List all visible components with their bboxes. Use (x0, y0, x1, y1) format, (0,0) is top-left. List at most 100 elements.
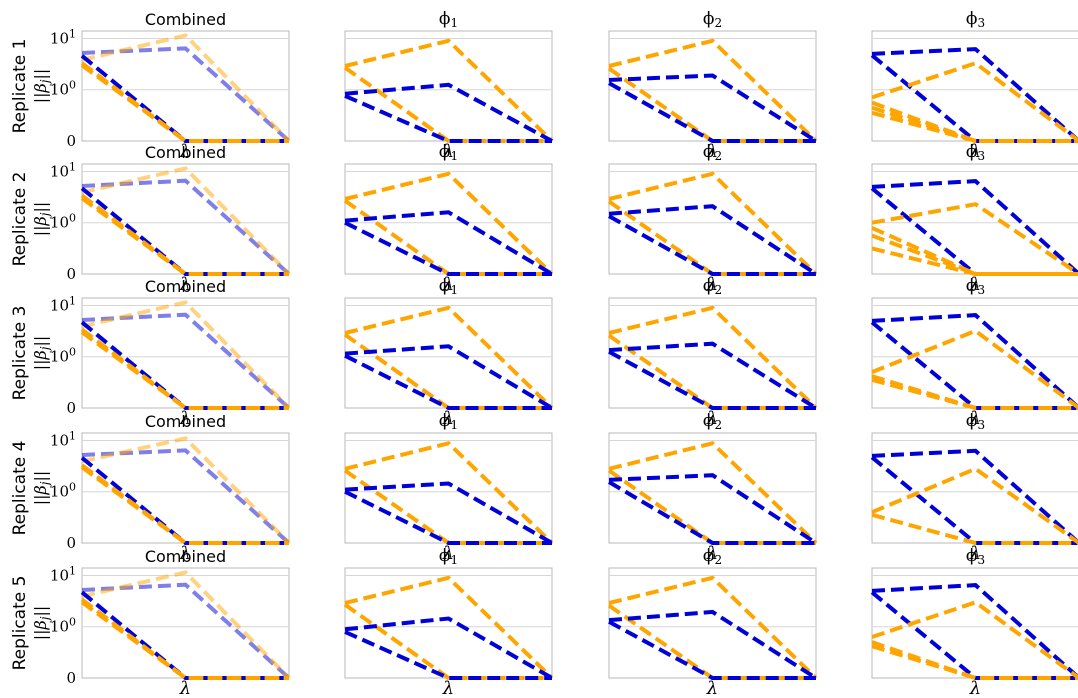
series-line-feature_b (871, 60, 1078, 143)
panel-title: ϕ3 (966, 411, 985, 432)
series-line-feature_b (80, 465, 289, 545)
panel-r2-c4: ϕ3 λ (870, 142, 1078, 295)
series-line-feature_a (81, 582, 291, 680)
panel-r1-c2: ϕ1λ (343, 9, 554, 162)
series-line-feature_a (870, 590, 1078, 680)
series-line-feature_a (871, 313, 1078, 410)
series-line-feature_a (608, 341, 818, 410)
panel-r3-c3: ϕ2λ (607, 276, 818, 429)
panel-r5-c3: ϕ2λ (607, 546, 818, 698)
replicate-row-1: Replicate 1 ||βj||0100101Combinedλϕ1λϕ2λϕ… (10, 9, 1078, 162)
panel-frame (608, 30, 817, 142)
panel-title: Combined (145, 143, 226, 162)
panel-frame (344, 297, 553, 409)
panel-r4-c4: ϕ3λ (870, 411, 1078, 564)
x-axis-label: λ (969, 141, 981, 162)
x-axis-label: λ (969, 678, 981, 698)
series-line-feature_b (871, 644, 1078, 680)
x-axis-label: λ (706, 678, 718, 698)
panel-title: ϕ2 (703, 9, 722, 30)
series-line-feature_a (344, 220, 552, 276)
panel-title: ϕ2 (703, 411, 722, 432)
replicate-row-5: Replicate 5 ||βj||0100101Combinedλϕ1λϕ2λϕ… (10, 546, 1078, 698)
row-label: Replicate 3 (10, 306, 30, 401)
series-line-feature_b (80, 63, 289, 143)
y-tick-label: 100 (50, 211, 76, 232)
panel-r1-c4: ϕ3λ (870, 9, 1078, 162)
panel-r2-c3: ϕ2λ (607, 142, 818, 295)
series-line-feature_a (81, 448, 291, 545)
series-line-feature_a (871, 179, 1078, 276)
x-axis-label: λ (442, 141, 454, 162)
series-line-feature_a (871, 583, 1078, 680)
panel-title: ϕ1 (439, 9, 458, 30)
panel-frame (344, 567, 553, 679)
y-axis-label: ||βj|| (31, 69, 52, 104)
x-axis-label: λ (706, 274, 718, 295)
series-line-feature_b (344, 575, 554, 680)
series-line-feature_b (80, 600, 289, 680)
x-axis-label: λ (179, 408, 191, 429)
series-line-feature_a (344, 82, 553, 143)
series-line-feature_b (608, 441, 818, 545)
y-tick-label: 0 (66, 669, 76, 687)
series-line-feature_a (80, 186, 289, 276)
series-line-feature_a (871, 47, 1078, 143)
series-line-feature_a (608, 609, 818, 680)
series-line-feature_b (608, 305, 818, 410)
y-tick-label: 101 (50, 564, 76, 585)
y-tick-label: 101 (50, 429, 76, 450)
panel-r1-c3: ϕ2 λ (607, 9, 818, 162)
y-axis-label: ||βj|| (31, 336, 52, 371)
x-axis-label: λ (706, 141, 718, 162)
series-line-feature_a (81, 46, 291, 143)
panel-r3-c4: ϕ3λ (870, 276, 1078, 429)
series-line-feature_a (344, 210, 554, 276)
panel-r5-c4: ϕ3 λ (870, 546, 1078, 698)
panel-title: ϕ1 (439, 142, 458, 163)
row-label: Replicate 5 (10, 576, 30, 671)
panel-title: Combined (145, 277, 226, 296)
series-line-feature_b (871, 110, 1078, 143)
series-line-feature_b (344, 38, 554, 143)
series-line-feature_a (608, 620, 816, 680)
panel-title: ϕ2 (703, 276, 722, 297)
y-axis-label: ||βj|| (31, 202, 52, 237)
panel-frame (608, 297, 817, 409)
series-line-feature_a (344, 344, 554, 410)
series-line-feature_a (344, 353, 552, 410)
panel-title: ϕ3 (966, 276, 985, 297)
panel-title: ϕ1 (439, 411, 458, 432)
row-label: Replicate 4 (10, 441, 30, 536)
y-tick-label: 0 (66, 132, 76, 150)
series-line-feature_b (81, 33, 291, 143)
series-line-feature_b (871, 246, 1078, 276)
series-line-feature_a (80, 320, 289, 410)
series-line-feature_b (344, 171, 554, 276)
panel-title: Combined (145, 547, 226, 566)
x-axis-label: λ (706, 543, 718, 564)
panel-r2-c2: ϕ1λ (343, 142, 554, 295)
replicate-row-4: Replicate 4 ||βj||0100101Combinedλϕ1λϕ2λϕ… (10, 411, 1078, 564)
x-axis-label: λ (442, 678, 454, 698)
x-axis-label: λ (179, 274, 191, 295)
series-line-feature_a (607, 480, 816, 545)
panel-r4-c2: ϕ1λ (343, 411, 554, 564)
x-axis-label: λ (969, 408, 981, 429)
y-tick-label: 100 (50, 615, 76, 636)
series-line-feature_a (80, 456, 289, 545)
series-line-feature_a (608, 350, 816, 410)
row-label: Replicate 1 (10, 39, 30, 134)
series-line-feature_b (344, 305, 554, 410)
row-label: Replicate 2 (10, 172, 30, 267)
y-axis-label: ||βj|| (31, 471, 52, 506)
series-line-feature_a (80, 590, 289, 680)
series-line-feature_b (871, 377, 1078, 410)
panel-frame (608, 163, 817, 275)
series-line-feature_a (608, 81, 816, 143)
panel-title: ϕ3 (966, 546, 985, 567)
panel-frame (608, 567, 817, 679)
